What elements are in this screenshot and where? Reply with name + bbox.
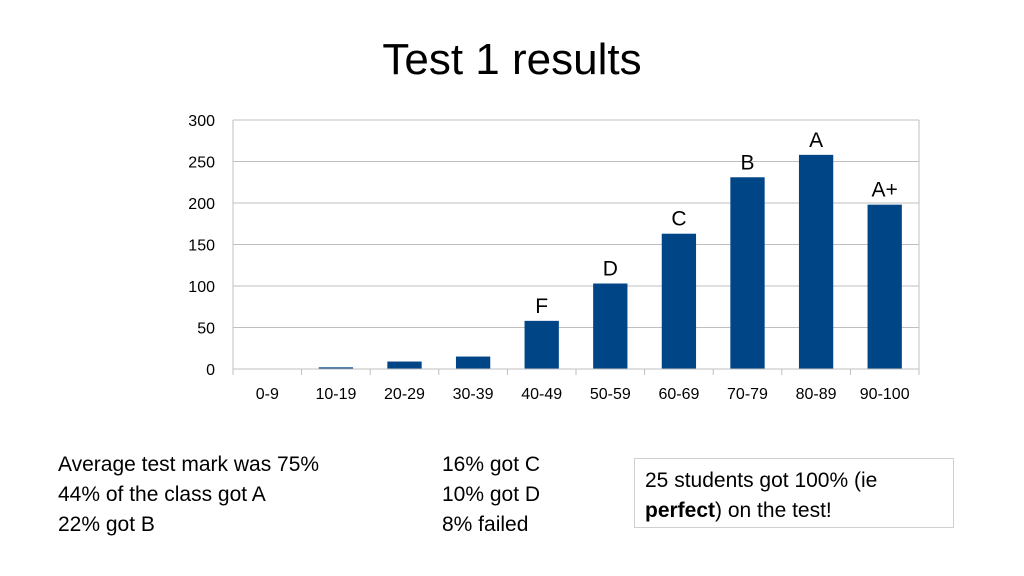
bar [798,154,834,369]
y-tick-label: 300 [188,113,215,130]
stat-b-grade: 22% got B [58,513,155,536]
bar-grade-label: A+ [872,179,898,202]
bar-grade-label: D [603,258,618,281]
x-tick-label: 20-29 [384,386,425,403]
bar [455,356,491,369]
bar-grade-label: A [809,129,823,152]
stats-right: 16% got C 10% got D 8% failed [442,450,540,540]
x-tick-label: 50-59 [590,386,631,403]
y-tick-label: 0 [206,362,215,379]
stat-failed: 8% failed [442,513,529,536]
bar [730,177,765,369]
note-text-bold: perfect [645,499,716,522]
bar [387,361,422,369]
bar-chart: 0 50 100 150 200 250 300 0-9 10-19 20-29 30-39 40-4… [188,113,920,403]
x-tick-label: 0-9 [256,386,279,403]
bar [524,320,559,369]
stat-c-grade: 16% got C [442,453,541,476]
stat-d-grade: 10% got D [442,483,541,506]
x-tick-label: 80-89 [796,386,837,403]
stat-a-grade: 44% of the class got A [58,483,266,506]
bar [593,283,628,369]
x-tick-label: 70-79 [727,386,768,403]
y-tick-label: 150 [188,238,215,255]
bar [867,204,902,369]
slide-title: Test 1 results [382,35,642,84]
bar-grade-label: C [671,208,686,231]
bar-grade-label: F [535,295,548,318]
bar [318,367,354,369]
x-tick-label: 30-39 [453,386,494,403]
x-tick-label: 40-49 [521,386,562,403]
x-tick-label: 90-100 [860,386,910,403]
stat-average: Average test mark was 75% [58,453,320,476]
bar-grade-label: B [740,151,754,174]
note-text-before: 25 students got 100% (ie [645,469,878,492]
note-text-after: ) on the test! [715,499,832,522]
y-tick-label: 200 [188,196,215,213]
bar [661,233,697,369]
perfect-score-note: 25 students got 100% (ie perfect) on the… [634,458,954,528]
x-tick-label: 60-69 [658,386,699,403]
stats-left: Average test mark was 75% 44% of the cla… [58,450,319,540]
y-tick-label: 50 [197,321,215,338]
x-tick-label: 10-19 [315,386,356,403]
y-tick-label: 100 [188,279,215,296]
y-tick-label: 250 [188,155,215,172]
